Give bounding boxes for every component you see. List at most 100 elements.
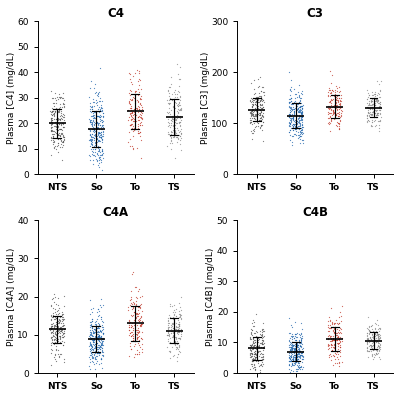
Point xyxy=(377,104,383,110)
Point xyxy=(94,105,101,112)
Point xyxy=(335,98,341,104)
Point xyxy=(248,326,255,333)
Point xyxy=(57,328,63,334)
Point xyxy=(164,317,171,323)
Point xyxy=(258,361,264,367)
Point xyxy=(372,89,378,95)
Point xyxy=(177,128,183,134)
Point xyxy=(295,348,302,355)
Point xyxy=(338,107,344,113)
Point xyxy=(288,119,294,125)
Point xyxy=(95,306,102,312)
Point xyxy=(248,107,254,114)
Point xyxy=(55,132,62,139)
Point xyxy=(89,332,95,338)
Point xyxy=(338,92,345,98)
Point xyxy=(259,84,266,90)
Point xyxy=(52,306,58,313)
Point xyxy=(293,353,299,359)
Point xyxy=(89,148,95,154)
Point xyxy=(139,346,145,353)
Point xyxy=(300,124,306,130)
Point xyxy=(297,100,303,106)
Point xyxy=(296,126,303,132)
Point xyxy=(369,331,376,337)
Point xyxy=(52,129,58,136)
Point xyxy=(250,345,256,351)
Point xyxy=(291,121,297,127)
Point xyxy=(251,115,257,121)
Point xyxy=(376,94,382,100)
Point xyxy=(60,89,66,96)
Point xyxy=(137,129,143,135)
Point xyxy=(299,359,305,366)
Point xyxy=(176,319,182,325)
Point xyxy=(94,343,100,350)
Point xyxy=(256,363,262,369)
Point xyxy=(250,106,256,113)
Point xyxy=(335,327,342,333)
Point xyxy=(297,343,304,349)
Point xyxy=(289,111,296,117)
Point xyxy=(257,112,263,119)
Point xyxy=(130,333,136,339)
Point xyxy=(56,121,62,127)
Point xyxy=(335,98,342,105)
Point xyxy=(90,111,96,118)
Point xyxy=(365,336,371,343)
Point xyxy=(93,111,100,118)
Point xyxy=(136,117,142,123)
Point xyxy=(299,112,305,119)
Point xyxy=(368,323,374,329)
Point xyxy=(291,335,297,341)
Point xyxy=(337,103,344,110)
Point xyxy=(328,324,334,330)
Point xyxy=(128,122,135,129)
Point xyxy=(298,343,304,349)
Point xyxy=(368,322,375,329)
Point xyxy=(178,105,184,111)
Point xyxy=(374,332,381,338)
Point xyxy=(129,109,136,115)
Point xyxy=(92,144,99,150)
Point xyxy=(127,86,134,93)
Point xyxy=(367,109,373,115)
Point xyxy=(52,123,58,130)
Point xyxy=(290,133,296,139)
Point xyxy=(372,107,379,113)
Point xyxy=(333,337,339,343)
Point xyxy=(97,112,104,118)
Point xyxy=(99,339,106,346)
Point xyxy=(92,153,98,159)
Point xyxy=(288,353,294,359)
Point xyxy=(326,104,333,111)
Point xyxy=(289,360,296,366)
Point xyxy=(294,112,300,118)
Point xyxy=(178,312,184,318)
Point xyxy=(51,138,57,144)
Point xyxy=(178,131,184,138)
Point xyxy=(164,329,171,335)
Point xyxy=(166,122,172,129)
Point xyxy=(295,364,302,370)
Point xyxy=(332,112,339,118)
Point xyxy=(94,108,101,114)
Point xyxy=(293,128,299,135)
Point xyxy=(57,326,63,332)
Point xyxy=(291,111,298,118)
Point xyxy=(338,303,345,309)
Point xyxy=(332,100,339,106)
Point xyxy=(249,358,255,365)
Point xyxy=(48,117,54,124)
Point xyxy=(60,95,66,101)
Point xyxy=(174,101,181,107)
Point xyxy=(133,331,139,338)
Point xyxy=(89,136,96,142)
Point xyxy=(128,113,134,119)
Point xyxy=(55,117,62,123)
Point xyxy=(91,326,97,332)
Point xyxy=(56,117,63,123)
Point xyxy=(93,335,99,341)
Point xyxy=(369,111,376,117)
Point xyxy=(167,94,174,101)
